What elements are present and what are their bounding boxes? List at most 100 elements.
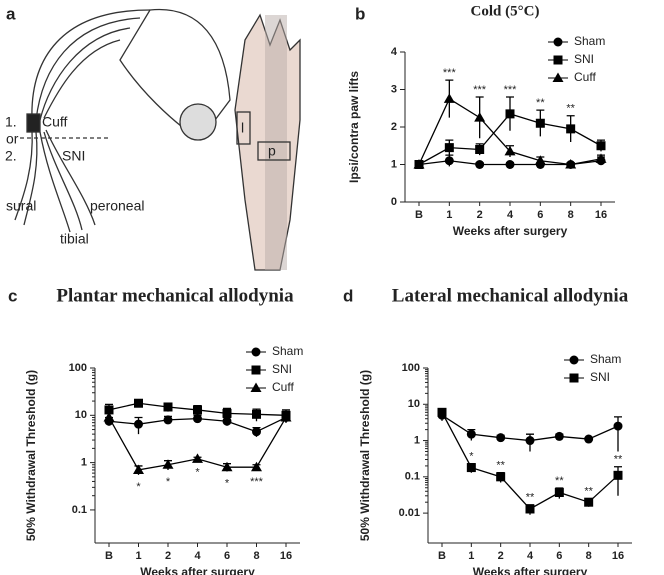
marker — [584, 497, 594, 507]
legend-label: Sham — [272, 344, 303, 358]
marker — [163, 415, 173, 425]
marker — [103, 411, 115, 422]
x-tick-label: 2 — [477, 209, 483, 221]
marker — [505, 160, 515, 169]
marker — [613, 421, 623, 431]
legend-marker — [569, 355, 579, 365]
marker — [584, 434, 594, 444]
marker — [252, 427, 261, 437]
annotation: ** — [555, 475, 564, 487]
x-tick-label: 16 — [612, 550, 624, 562]
x-tick-label: B — [415, 209, 423, 221]
legend-label: Sham — [590, 352, 621, 366]
x-tick-label: 8 — [586, 550, 592, 562]
legend-label: SNI — [574, 52, 594, 66]
annotation: ** — [526, 492, 535, 504]
marker — [554, 431, 564, 441]
y-tick-label: 100 — [402, 362, 420, 374]
diagram-text: p — [268, 143, 276, 159]
y-axis-label: Ipsi/contra paw lifts — [347, 71, 361, 183]
marker — [596, 141, 606, 151]
annotation: * — [225, 477, 230, 489]
x-tick-label: 6 — [556, 550, 562, 562]
marker — [413, 159, 425, 169]
marker — [466, 429, 476, 439]
y-tick-label: 0.1 — [405, 471, 420, 483]
x-tick-label: 6 — [537, 209, 543, 221]
x-tick-label: B — [105, 550, 113, 562]
marker — [525, 436, 535, 446]
y-tick-label: 1 — [414, 434, 420, 446]
marker — [496, 433, 506, 443]
marker — [565, 159, 577, 169]
y-axis-label: 50% Withdrawal Threshold (g) — [358, 370, 372, 541]
panel-label: d — [343, 286, 353, 305]
legend-marker — [569, 373, 579, 383]
marker — [192, 453, 203, 463]
annotation: ** — [496, 460, 505, 472]
annotation: * — [469, 451, 474, 463]
annotation: ** — [566, 103, 575, 115]
chart-title: Lateral mechanical allodynia — [392, 285, 629, 306]
legend-label: SNI — [590, 370, 610, 384]
legend-marker — [251, 347, 261, 357]
x-tick-label: 8 — [568, 209, 574, 221]
x-axis-label: Weeks after surgery — [453, 224, 568, 238]
marker — [134, 398, 143, 408]
x-axis-label: Weeks after surgery — [140, 565, 255, 575]
marker — [222, 416, 232, 426]
legend-marker — [553, 55, 563, 65]
annotation: * — [136, 481, 141, 493]
y-tick-label: 100 — [69, 362, 87, 374]
annotation: *** — [504, 84, 518, 96]
marker — [504, 145, 516, 156]
marker — [252, 409, 261, 419]
diagram-text: l — [241, 120, 244, 136]
diagram-text: sural — [6, 198, 36, 214]
marker — [554, 487, 564, 497]
panel-label: a — [6, 4, 16, 23]
marker — [466, 463, 476, 473]
annotation: *** — [473, 84, 487, 96]
marker — [595, 153, 607, 163]
marker — [193, 405, 202, 415]
y-tick-label: 1 — [391, 158, 397, 170]
legend-marker — [552, 72, 564, 82]
panel-label: c — [8, 286, 17, 305]
x-tick-label: 16 — [280, 550, 292, 562]
y-tick-label: 1 — [81, 457, 87, 469]
legend-marker — [250, 382, 262, 392]
x-tick-label: B — [438, 550, 446, 562]
legend-label: SNI — [272, 362, 292, 376]
annotation: ** — [614, 454, 623, 466]
marker — [474, 112, 486, 122]
diagram-text: or — [6, 131, 19, 147]
cuff — [26, 113, 41, 133]
x-tick-label: 4 — [527, 550, 534, 562]
legend-marker — [553, 37, 563, 47]
nerve — [31, 9, 151, 121]
y-tick-label: 0.01 — [399, 507, 420, 519]
annotation: ** — [584, 486, 593, 498]
lateral-box — [236, 111, 251, 145]
annotation: * — [195, 467, 200, 479]
y-tick-label: 4 — [391, 46, 398, 58]
y-tick-label: 3 — [391, 83, 397, 95]
x-tick-label: 6 — [224, 550, 230, 562]
x-axis-label: Weeks after surgery — [473, 565, 588, 575]
marker — [193, 414, 202, 424]
x-tick-label: 1 — [468, 550, 474, 562]
x-tick-label: 8 — [253, 550, 259, 562]
nerve-branches — [14, 129, 96, 233]
marker — [444, 143, 454, 153]
y-axis-label: 50% Withdrawal Threshold (g) — [24, 370, 38, 541]
x-tick-label: 1 — [135, 550, 141, 562]
diagram-text: SNI — [62, 148, 85, 164]
marker — [535, 118, 545, 128]
y-tick-label: 10 — [75, 409, 87, 421]
cross-section — [179, 103, 217, 141]
marker — [104, 405, 114, 415]
marker — [444, 156, 454, 166]
x-tick-label: 16 — [595, 209, 607, 221]
